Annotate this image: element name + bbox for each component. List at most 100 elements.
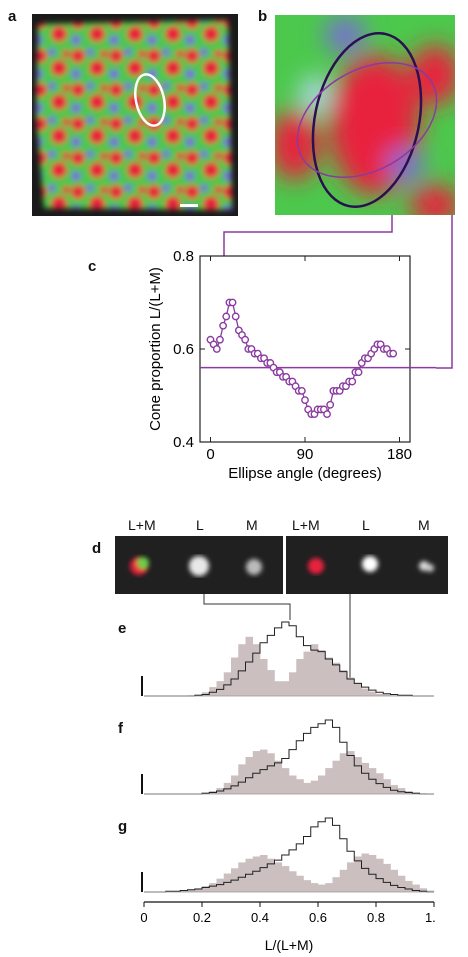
hist-bar [252, 856, 261, 892]
hist-bar [296, 659, 304, 696]
hist-bar [426, 890, 435, 892]
x-tick-label: 0 [206, 446, 214, 463]
data-point [231, 312, 240, 321]
data-point [354, 368, 363, 377]
hist-bar [383, 694, 391, 696]
hist-bar [289, 871, 297, 892]
data-point [297, 386, 306, 395]
label-lm-right: L+M [292, 517, 320, 533]
data-point [301, 396, 309, 405]
hist-bar [202, 886, 210, 892]
hist-bar [376, 693, 384, 696]
hist-bar [303, 651, 312, 696]
x-tick-label: 0.8 [367, 910, 385, 925]
hist-bar [347, 862, 355, 892]
hist-bar [419, 888, 428, 892]
panel-label-a: a [8, 8, 17, 25]
hist-bar [310, 644, 319, 696]
hist-bar [318, 775, 326, 794]
hist-bar [260, 855, 268, 892]
magnified-mosaic-image [275, 15, 455, 215]
hist-bar [260, 749, 268, 794]
x-tick-label: 0.6 [309, 910, 327, 925]
hist-bar [368, 768, 377, 794]
hist-bar [368, 855, 377, 892]
cone-mosaic-image [32, 14, 238, 216]
hist-bar [303, 782, 312, 794]
hist-bar [339, 753, 348, 794]
hist-bar [339, 670, 348, 696]
hist-bar [223, 672, 232, 696]
x-tick-label: 0.4 [251, 910, 269, 925]
panel-label-b: b [258, 8, 268, 25]
label-l-right: L [362, 517, 370, 533]
x-tick-label: 90 [297, 446, 314, 463]
hist-bar [354, 682, 362, 696]
hist-bar [274, 681, 283, 696]
hist-bar [260, 659, 268, 696]
hist-bar [332, 662, 341, 696]
hist-bar [339, 869, 348, 892]
hist-step-line [144, 719, 434, 795]
hist-bar [289, 672, 297, 696]
data-point [241, 335, 250, 344]
hist-bar [310, 883, 319, 892]
ellipse-major [311, 31, 423, 209]
hist-bar [376, 858, 384, 892]
hist-bar [267, 670, 275, 696]
hist-bar [347, 751, 355, 794]
hist-bar [361, 688, 370, 696]
histogram-e [141, 621, 434, 697]
hist-bar [252, 644, 261, 696]
x-axis-label: Ellipse angle (degrees) [228, 465, 381, 482]
hist-bar [310, 780, 319, 794]
hist-bar [281, 866, 290, 892]
hist-bar [252, 751, 261, 794]
hist-bar [289, 775, 297, 794]
sample-ellipse [134, 73, 166, 127]
hist-bar [274, 862, 283, 892]
hist-bar [245, 636, 254, 696]
hist-bar [216, 878, 225, 892]
y-tick-label: 0.8 [173, 250, 194, 265]
hist-bar [412, 884, 420, 892]
hist-bar [325, 883, 333, 892]
hist-bar [325, 657, 333, 696]
label-l-left: L [196, 517, 204, 533]
hist-bar [267, 858, 275, 892]
panel-label-d: d [92, 540, 102, 557]
data-point [212, 345, 221, 353]
panel-label-c: c [88, 258, 97, 275]
hist-bar [361, 853, 370, 892]
hist-bar [383, 863, 391, 892]
cone-images-right [286, 536, 448, 594]
hist-bar [194, 888, 203, 892]
x-axis-label: L/(L+M) [265, 937, 314, 953]
hist-bar [303, 880, 312, 892]
hist-step-line [144, 621, 434, 697]
data-point [326, 400, 335, 409]
x-tick-label: 1.0 [425, 910, 436, 925]
hist-bar [390, 785, 399, 794]
hist-bar [354, 757, 362, 794]
hist-bar [238, 764, 246, 794]
x-tick-label: 0.2 [193, 910, 211, 925]
hist-bar [238, 644, 246, 696]
histogram-g: 0 0.2 0.4 0.6 0.8 1.0 L/(L+M) [140, 817, 436, 953]
data-point [219, 321, 228, 330]
hist-bar [209, 883, 217, 892]
cone-images-left [115, 536, 283, 594]
hist-bar [318, 650, 326, 696]
ellipse-minor [296, 61, 438, 179]
scale-bar [180, 204, 198, 207]
data-point [323, 410, 331, 419]
panel-label-f: f [118, 720, 123, 737]
x-tick-label: 0 [140, 910, 147, 925]
hist-bar [187, 889, 196, 892]
hist-bar [383, 779, 391, 794]
hist-bar [347, 677, 355, 696]
hist-bar [332, 760, 341, 794]
label-m-left: M [246, 517, 258, 533]
hist-bar [274, 760, 283, 794]
label-lm-left: L+M [128, 517, 156, 533]
